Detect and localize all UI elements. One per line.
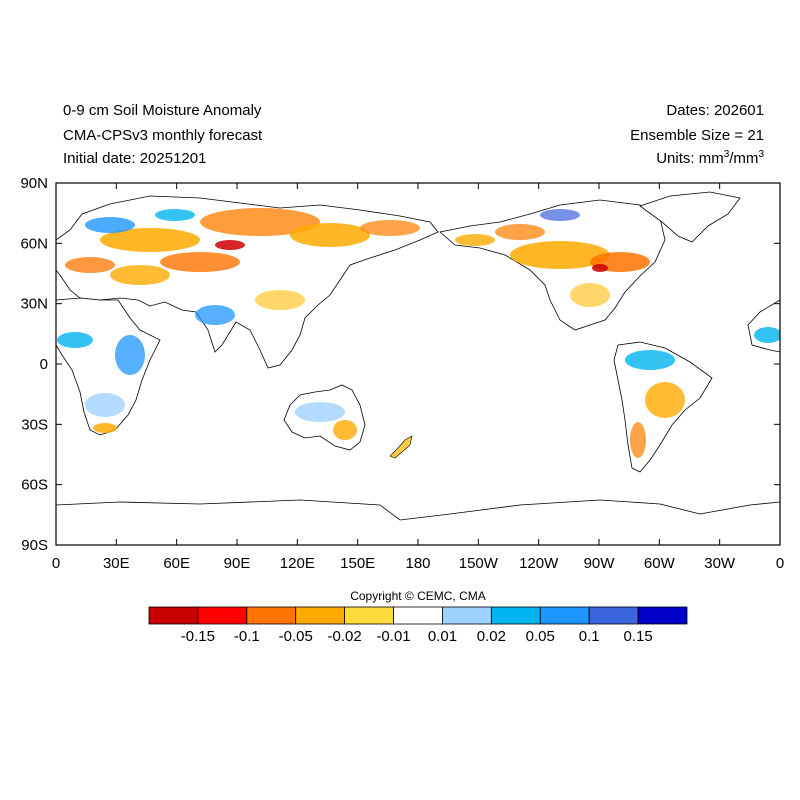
lat-label: 60S bbox=[21, 477, 48, 494]
colorbar-swatch bbox=[442, 606, 492, 625]
lon-label: 180 bbox=[405, 555, 430, 572]
colorbar-swatch bbox=[637, 606, 688, 625]
lon-label: 30W bbox=[704, 555, 736, 572]
forecast-dates: Dates: 202601 bbox=[666, 102, 764, 119]
lon-label: 90W bbox=[584, 555, 616, 572]
colorbar-label: 0.1 bbox=[579, 628, 600, 645]
colorbar-swatch bbox=[295, 606, 346, 625]
africa-landmass bbox=[56, 297, 161, 436]
colorbar-label: -0.02 bbox=[328, 628, 362, 645]
lat-label: 60N bbox=[20, 235, 48, 252]
lon-label: 120W bbox=[519, 555, 559, 572]
new-zealand-landmass bbox=[389, 435, 413, 459]
copyright-notice: Copyright © CEMC, CMA bbox=[350, 589, 486, 603]
colorbar-swatch bbox=[588, 606, 639, 625]
colorbar-label: 0.02 bbox=[477, 628, 506, 645]
colorbar-label: -0.15 bbox=[181, 628, 215, 645]
colorbar-swatch bbox=[490, 606, 541, 625]
colorbar-label: -0.05 bbox=[279, 628, 313, 645]
ensemble-size: Ensemble Size = 21 bbox=[630, 127, 764, 144]
initial-date: Initial date: 20251201 bbox=[63, 150, 207, 167]
longitude-labels: 0 30E 60E 90E 120E 150E 180 150W 120W 90W 60W 30W 0 bbox=[52, 555, 784, 572]
lon-label: 0 bbox=[52, 555, 60, 572]
colorbar-label: 0.01 bbox=[428, 628, 457, 645]
colorbar-swatch bbox=[539, 606, 590, 625]
map-title: 0-9 cm Soil Moisture Anomaly bbox=[63, 102, 262, 119]
lat-label: 0 bbox=[40, 356, 48, 373]
colorbar-label: -0.01 bbox=[376, 628, 410, 645]
colorbar-swatch bbox=[246, 606, 297, 625]
units-label: Units: mm3/mm3 bbox=[656, 149, 764, 168]
axis-ticks bbox=[55, 182, 781, 546]
greenland-landmass bbox=[639, 191, 741, 243]
colorbar-swatch bbox=[344, 606, 394, 625]
lon-label: 90E bbox=[224, 555, 251, 572]
lat-label: 90N bbox=[20, 175, 48, 192]
map-plot-area bbox=[56, 183, 780, 545]
antarctica-landmass bbox=[56, 499, 780, 545]
colorbar-swatch bbox=[197, 606, 248, 625]
colorbar bbox=[148, 606, 688, 625]
colorbar-swatch bbox=[148, 606, 199, 625]
colorbar-label: -0.1 bbox=[234, 628, 260, 645]
lon-label: 60E bbox=[163, 555, 190, 572]
lon-label: 60W bbox=[644, 555, 676, 572]
model-name: CMA-CPSv3 monthly forecast bbox=[63, 127, 263, 144]
lat-label: 30S bbox=[21, 416, 48, 433]
colorbar-labels: -0.15 -0.1 -0.05 -0.02 -0.01 0.01 0.02 0.05 0.1 0… bbox=[181, 628, 653, 645]
latitude-labels: 90N 60N 30N 0 30S 60S 90S bbox=[20, 175, 48, 554]
colorbar-label: 0.05 bbox=[526, 628, 555, 645]
lat-label: 30N bbox=[20, 296, 48, 313]
lon-label: 30E bbox=[103, 555, 130, 572]
lat-label: 90S bbox=[21, 537, 48, 554]
anomaly-patches bbox=[57, 208, 780, 458]
colorbar-swatch bbox=[393, 606, 443, 625]
lon-label: 150W bbox=[459, 555, 499, 572]
colorbar-label: 0.15 bbox=[623, 628, 652, 645]
lon-label: 0 bbox=[776, 555, 784, 572]
lon-label: 120E bbox=[280, 555, 315, 572]
lon-label: 150E bbox=[340, 555, 375, 572]
